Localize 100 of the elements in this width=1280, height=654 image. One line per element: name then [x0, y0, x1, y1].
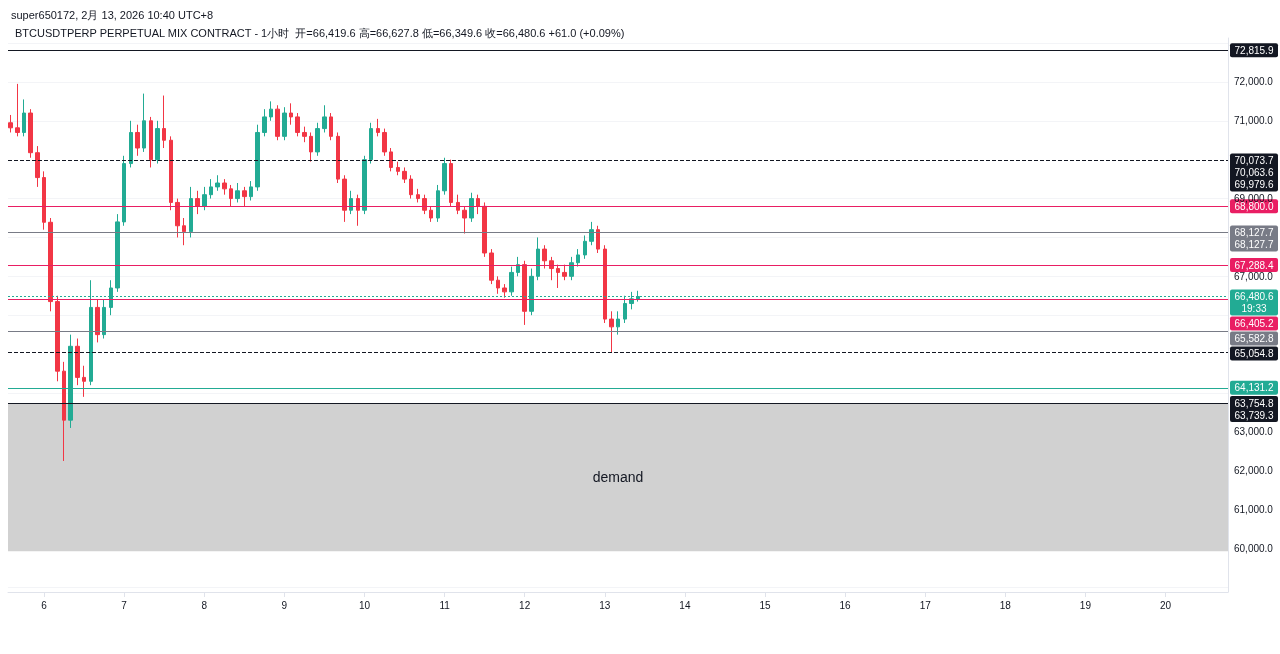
candlestick: [295, 112, 300, 137]
candlestick: [596, 225, 600, 254]
candlestick: [569, 256, 574, 281]
candlestick: [35, 145, 40, 188]
candlestick: [509, 266, 514, 297]
candlestick: [416, 188, 420, 203]
candlestick: [48, 217, 53, 312]
candlestick: [502, 283, 507, 299]
candlestick: [589, 221, 594, 246]
candlestick: [142, 93, 146, 153]
x-tick-label: 15: [759, 599, 771, 611]
candlestick: [195, 190, 200, 215]
x-tick-label: 17: [919, 599, 932, 611]
ref-line-label: 68,127.7 68,127.7: [1234, 226, 1274, 250]
chart-title: BTCUSDTPERP PERPETUAL MIX CONTRACT - 1小时 开=66,419.6 高=66,627.8 低=66,349.6 收=66,480.6 +61.0 (+0.09%): [15, 26, 625, 39]
candlestick: [82, 365, 86, 398]
candlestick: [436, 184, 440, 223]
candlestick: [376, 118, 380, 137]
candlestick: [202, 186, 207, 211]
candlestick: [422, 194, 427, 215]
candlestick: [102, 299, 106, 340]
candlestick: [8, 114, 13, 133]
candlestick: [342, 174, 347, 223]
candlestick: [442, 157, 447, 196]
candlestick: [576, 248, 580, 268]
candlestick: [22, 98, 26, 137]
x-tick-label: 6: [41, 599, 48, 611]
candlestick: [162, 95, 166, 149]
candlestick: [603, 244, 607, 324]
candlestick: [182, 217, 186, 246]
candlestick: [609, 310, 614, 353]
ref-line-label: 70,073.7 70,063.6 69,979.6: [1234, 154, 1274, 190]
candlestick: [542, 244, 547, 270]
candlestick: [75, 338, 80, 386]
y-tick-label: 60,000.0: [1234, 542, 1274, 554]
candlestick: [496, 275, 500, 295]
candlestick: [175, 198, 180, 238]
candlestick: [536, 236, 540, 281]
candlestick: [302, 126, 307, 143]
candlestick: [189, 186, 193, 238]
candlestick: [235, 182, 240, 203]
x-tick-label: 13: [599, 599, 611, 611]
candlestick: [556, 264, 560, 289]
candlestick: [215, 174, 220, 192]
candlestick: [562, 264, 567, 281]
candlestick: [389, 147, 393, 172]
candlestick: [115, 213, 120, 293]
y-tick-label: 61,000.0: [1234, 504, 1274, 516]
candlestick: [62, 361, 66, 462]
x-tick-label: 16: [839, 599, 852, 611]
candlestick: [329, 112, 333, 141]
candlestick: [42, 170, 46, 231]
ref-line-label: 66,405.2: [1234, 318, 1274, 330]
x-tick-label: 19: [1079, 599, 1092, 611]
candlestick: [155, 120, 160, 165]
x-tick-label: 7: [121, 599, 128, 611]
candlestick: [275, 104, 280, 141]
ref-line-label: 64,131.2: [1234, 382, 1274, 394]
candlestick: [15, 83, 20, 137]
candlestick: [522, 260, 527, 326]
candlestick: [396, 161, 400, 176]
candlestick: [469, 192, 474, 223]
candlestick: [129, 120, 133, 168]
candlestick: [429, 205, 433, 223]
candlestick: [149, 116, 153, 168]
y-tick-label: 67,000.0: [1234, 270, 1274, 282]
y-tick-label: 62,000.0: [1234, 465, 1274, 477]
candlestick: [309, 131, 313, 163]
candlestick: [322, 104, 327, 133]
ref-line-label: 63,754.8 63,739.3: [1234, 397, 1274, 421]
candlestick: [476, 194, 480, 215]
candlestick: [449, 159, 453, 207]
candlestick: [616, 310, 620, 336]
candlestick: [55, 295, 60, 382]
ref-line-label: 72,815.9: [1234, 44, 1274, 56]
candlestick: [282, 106, 287, 141]
candlestick: [169, 135, 173, 211]
candlestick: [382, 128, 387, 157]
candlestick: [336, 131, 340, 184]
candlestick: [255, 124, 260, 192]
y-tick-label: 71,000.0: [1234, 115, 1274, 127]
candlestick: [516, 256, 520, 277]
candlestick: [362, 155, 367, 215]
y-tick-label: 63,000.0: [1234, 426, 1274, 438]
candlestick: [209, 178, 213, 200]
candlestick: [262, 108, 267, 137]
candlestick: [249, 180, 253, 202]
candlestick: [489, 248, 494, 285]
x-tick-label: 12: [519, 599, 531, 611]
ref-line-label: 66,480.6 19:33: [1234, 291, 1274, 315]
ref-line-label: 65,054.8: [1234, 348, 1274, 360]
candlestick: [242, 186, 247, 207]
candlestick: [409, 174, 413, 200]
candlestick: [229, 184, 233, 207]
ref-line-label: 67,288.4: [1234, 259, 1274, 271]
candlestick: [222, 178, 227, 196]
candlestick: [349, 190, 353, 215]
candlestick: [289, 102, 293, 126]
x-tick-label: 18: [999, 599, 1012, 611]
band-label: demand: [592, 469, 644, 486]
